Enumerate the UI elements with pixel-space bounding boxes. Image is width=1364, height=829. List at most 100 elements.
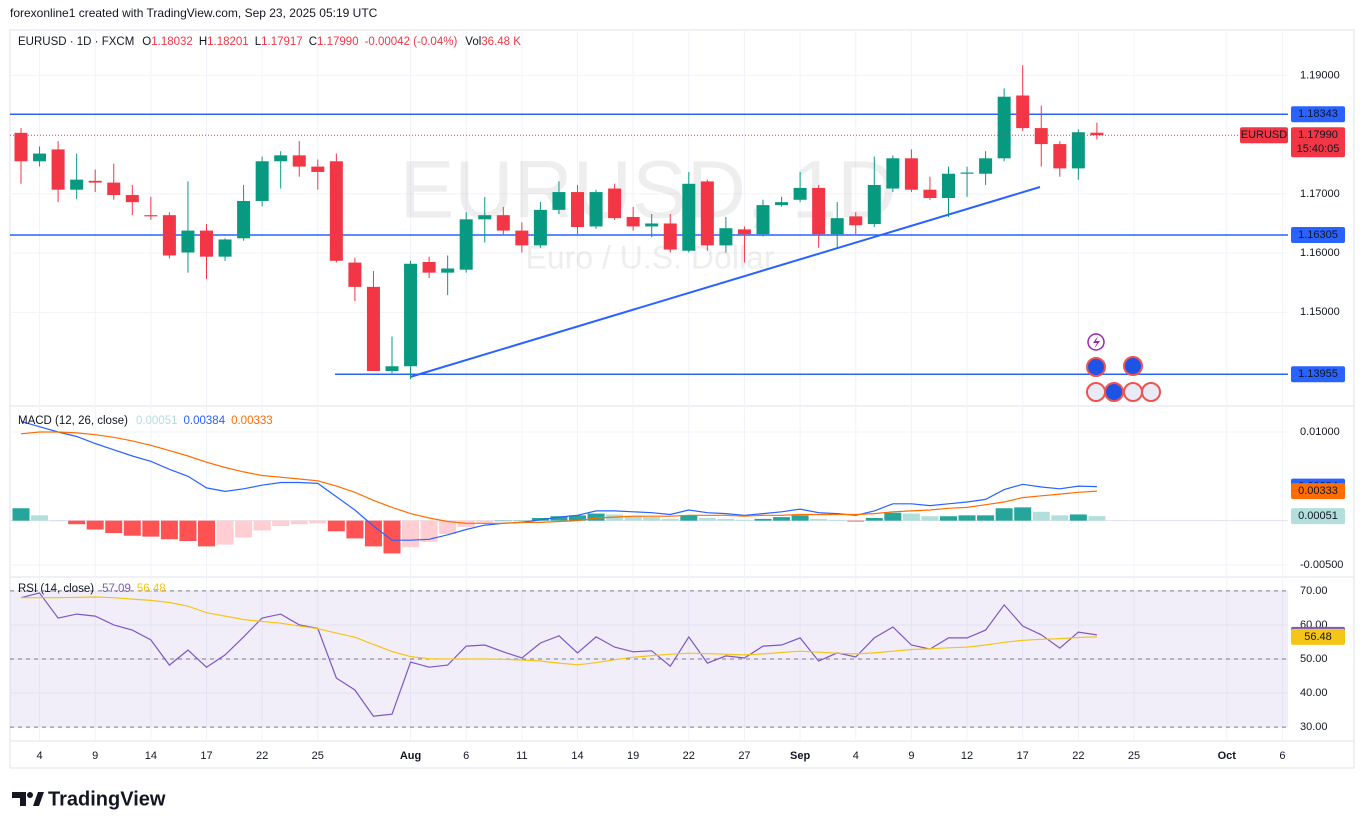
candle-body xyxy=(775,202,789,206)
histogram-bar xyxy=(272,520,290,526)
legend-title: MACD (12, 26, close) xyxy=(18,415,128,427)
legend-label: L xyxy=(255,36,262,48)
legend-label: C xyxy=(309,36,317,48)
candle-body xyxy=(645,223,659,227)
event-icon[interactable] xyxy=(1123,382,1143,402)
y-tick-label: 50.00 xyxy=(1300,653,1328,665)
candle-body xyxy=(830,218,844,235)
candle-body xyxy=(626,216,640,227)
histogram-bar xyxy=(958,515,976,521)
candle-body xyxy=(737,229,751,235)
histogram-bar xyxy=(791,515,809,521)
x-tick-label: 9 xyxy=(908,750,914,762)
legend-value: 57.09 xyxy=(102,583,131,595)
event-icon[interactable] xyxy=(1123,356,1143,376)
histogram-bar xyxy=(513,520,531,522)
histogram-bar xyxy=(364,520,382,547)
histogram-bar xyxy=(773,517,791,521)
price-badge xyxy=(1291,508,1345,525)
candle-body xyxy=(162,215,176,256)
legend-label: H xyxy=(199,36,207,48)
histogram-bar xyxy=(327,520,345,532)
histogram-bar xyxy=(754,518,772,521)
candle-body xyxy=(682,183,696,251)
event-icon[interactable] xyxy=(1104,382,1124,402)
x-tick-label: 4 xyxy=(36,750,42,762)
x-tick-label: 17 xyxy=(1017,750,1029,762)
candle-body xyxy=(533,209,547,246)
x-tick-label: Sep xyxy=(790,750,810,762)
histogram-bar xyxy=(123,520,141,536)
histogram-bar xyxy=(940,516,957,521)
legend-value: 1.17990 xyxy=(317,36,359,48)
histogram-bar xyxy=(995,508,1013,521)
candle-body xyxy=(793,187,807,200)
histogram-bar xyxy=(587,513,605,521)
legend-value: 1.17917 xyxy=(261,36,303,48)
x-tick-label: 19 xyxy=(627,750,639,762)
price-badge xyxy=(1291,366,1345,383)
indicator-line xyxy=(20,592,1097,717)
histogram-bar xyxy=(309,520,327,524)
y-tick-label: 1.17000 xyxy=(1300,188,1340,200)
x-tick-label: 14 xyxy=(571,750,583,762)
candle-body xyxy=(812,187,826,235)
histogram-bar xyxy=(253,520,271,531)
legend-value: 56.48 xyxy=(137,583,166,595)
histogram-bar xyxy=(1088,516,1106,521)
histogram-bar xyxy=(216,520,234,545)
histogram-bar xyxy=(68,520,86,525)
plot: 1.19000 1.17000 1.16000 1.15000 4 9 14 17 22 25 Au… xyxy=(10,65,1345,762)
histogram-bar xyxy=(1069,514,1087,521)
candle-body xyxy=(1034,128,1048,145)
event-icon[interactable] xyxy=(1141,382,1161,402)
candle-body xyxy=(255,161,269,201)
macd-legend: MACD (12, 26, close) 0.00051 0.00384 0.0033… xyxy=(18,415,273,427)
candle-body xyxy=(756,205,770,235)
histogram-bar xyxy=(921,516,939,521)
legend-symbol: EURUSD · 1D · FXCM xyxy=(18,36,134,48)
candle-body xyxy=(515,230,529,246)
histogram-bar xyxy=(1032,511,1050,521)
rsi-legend: RSI (14, close) 57.09 56.48 xyxy=(18,583,166,595)
candle-body xyxy=(979,158,993,174)
histogram-bar xyxy=(735,519,753,521)
legend-value: 36.48 K xyxy=(481,36,521,48)
candle-body xyxy=(144,215,158,217)
x-tick-label: 6 xyxy=(463,750,469,762)
price-badge xyxy=(1291,628,1345,645)
x-tick-label: 25 xyxy=(1128,750,1140,762)
histogram-bar xyxy=(698,518,716,521)
candle-body xyxy=(496,215,510,231)
attribution: forexonline1 created with TradingView.co… xyxy=(10,6,378,20)
brand-name: TradingView xyxy=(48,788,166,810)
candle-body xyxy=(292,155,306,167)
histogram-bar xyxy=(142,520,160,537)
candle-body xyxy=(51,149,65,190)
x-tick-label: 22 xyxy=(256,750,268,762)
candle-body xyxy=(886,158,900,189)
candle-body xyxy=(867,184,881,225)
y-tick-label: 0.01000 xyxy=(1300,426,1340,438)
y-tick-label: -0.00500 xyxy=(1300,559,1343,571)
logo-mark xyxy=(27,792,33,798)
histogram-bar xyxy=(569,515,586,521)
legend-title: RSI (14, close) xyxy=(18,583,94,595)
histogram-bar xyxy=(847,520,865,522)
frame xyxy=(9,29,1355,769)
candle-body xyxy=(923,189,937,199)
candle-body xyxy=(404,263,418,367)
brand-logo: TradingView xyxy=(12,788,166,810)
candle-body xyxy=(663,223,677,250)
symbol-badge-label: EURUSD xyxy=(1241,129,1288,141)
candle-body xyxy=(1016,95,1030,129)
event-icon[interactable] xyxy=(1086,357,1106,377)
y-tick-label: 1.19000 xyxy=(1300,69,1340,81)
candle-body xyxy=(589,192,603,227)
countdown-label: 15:40:05 xyxy=(1297,143,1340,155)
histogram-bar xyxy=(160,520,178,540)
price-badge-label: 0.00333 xyxy=(1298,485,1338,497)
histogram-bar xyxy=(1014,507,1032,521)
event-icon[interactable] xyxy=(1086,382,1106,402)
